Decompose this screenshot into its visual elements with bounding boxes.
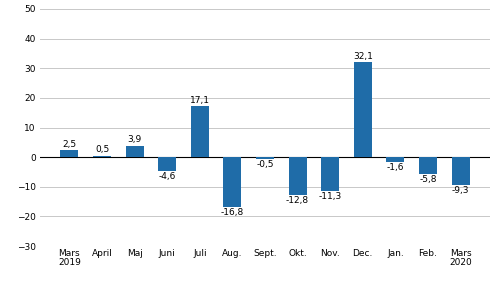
Bar bbox=[191, 106, 209, 157]
Bar bbox=[256, 157, 274, 159]
Bar bbox=[419, 157, 437, 174]
Bar bbox=[60, 150, 78, 157]
Text: 0,5: 0,5 bbox=[95, 146, 109, 154]
Text: -4,6: -4,6 bbox=[158, 172, 176, 181]
Text: -11,3: -11,3 bbox=[318, 192, 342, 201]
Bar bbox=[452, 157, 469, 185]
Bar bbox=[158, 157, 176, 171]
Text: 17,1: 17,1 bbox=[190, 96, 210, 105]
Text: -16,8: -16,8 bbox=[221, 208, 244, 217]
Text: 2,5: 2,5 bbox=[62, 140, 76, 148]
Bar bbox=[224, 157, 242, 207]
Bar bbox=[126, 146, 144, 157]
Bar bbox=[354, 62, 372, 157]
Bar bbox=[321, 157, 339, 190]
Text: -9,3: -9,3 bbox=[452, 186, 469, 195]
Text: -1,6: -1,6 bbox=[386, 163, 404, 172]
Text: -5,8: -5,8 bbox=[419, 176, 436, 184]
Text: 3,9: 3,9 bbox=[128, 135, 141, 144]
Bar bbox=[93, 156, 111, 157]
Text: -0,5: -0,5 bbox=[256, 160, 274, 169]
Text: 32,1: 32,1 bbox=[353, 52, 372, 61]
Bar bbox=[288, 157, 306, 195]
Text: -12,8: -12,8 bbox=[286, 196, 309, 205]
Bar bbox=[386, 157, 404, 162]
